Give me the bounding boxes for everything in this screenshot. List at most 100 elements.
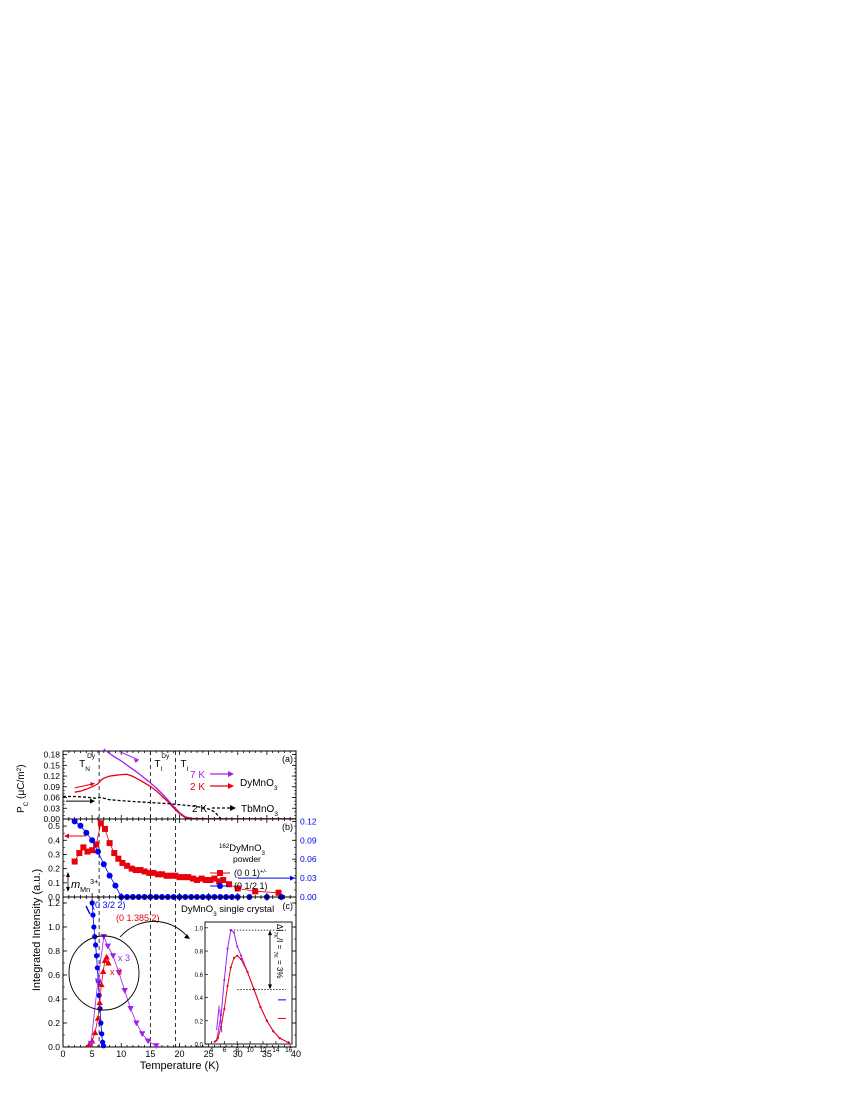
legend-b-marker-2 [217,883,223,889]
arrow-tb-head [90,798,96,804]
data-point [144,1038,152,1045]
y-tick-label: 0.03 [43,803,60,813]
series-label-01385: (0 1.385 2) [116,913,160,923]
legend-tbmno3-part: TbMnO [241,804,275,815]
panel-label: (c) [283,901,294,911]
legend-b-label-1-part: (0 0 1) [234,868,260,878]
inset-data-point [213,1040,216,1043]
panel-b: 0.0 0.1 0.2 0.3 0.4 0.5 0.00 0.03 0.06 0.09 0.12 (b… [48,816,317,902]
legend-b-label-1-part: +/- [260,869,267,875]
y-tick-label: 0.2 [48,1018,60,1028]
data-point [132,867,139,874]
y-tick-label: 0.8 [48,946,60,956]
data-point [216,878,223,885]
moment-label: mMn3+ [71,878,98,894]
data-point [80,844,87,851]
inset-delta-label-part: 7K [272,932,278,939]
data-point [96,999,103,1006]
annotation-title-c-part: DyMnO [181,904,213,915]
right-axis-arrow-head [290,875,295,881]
legend-dymno3-part: DyMnO [240,778,274,789]
inset-data-point [223,1008,226,1011]
inset-delta-label: ΔI7K/I = 7K = 3% [272,924,284,979]
legend-2k-tb: 2 K [192,804,207,815]
x-axis-label: Temperature (K) [140,1060,219,1072]
data-point [137,867,144,874]
y-tick-label: 0.00 [43,814,60,824]
annotation-title-c-part: 3 [213,911,217,918]
data-point [105,959,112,966]
inset-x-tick-label: 8 [235,1047,239,1054]
y-tick-label: 0.4 [48,994,60,1004]
y-axis-label-a-part: ) [16,764,27,767]
transition-label-ti-part: I [187,766,189,773]
transition-label-ti-dy: TI [154,759,162,773]
data-point [97,820,104,827]
transition-label-tn-part: T [79,759,85,770]
data-point [71,858,78,865]
y-axis-label-a: PC (μC/m2) [16,764,30,813]
y-tick-label: 0.5 [48,821,60,831]
arrow-2k-head [90,782,96,787]
moment-label-part: m [71,879,80,891]
series-label-032: (0 3/2 2) [92,900,126,910]
moment-label-part: 3+ [90,878,98,886]
data-point [100,1043,107,1049]
data-point [252,888,259,895]
data-point [101,825,108,832]
inset-delta-label-part: 7K [272,952,278,959]
x-tick-label: 10 [116,1049,126,1059]
data-point [94,965,100,971]
arrow-7k-head [133,758,139,763]
data-point [234,885,241,892]
data-point [193,876,200,883]
legend-2k: 2 K [190,782,205,793]
y-tick-label: 0.3 [48,849,60,859]
transition-label-ti-dy-part: I [160,766,162,773]
multiplier-purple: x 3 [118,953,130,963]
transition-label-ti: TI [180,759,188,773]
data-point [189,875,196,882]
data-point [71,818,78,825]
inset-x-tick-label: 12 [259,1047,267,1054]
data-point [77,822,84,829]
inset-series-line-2 [214,955,290,1044]
inset-data-point [232,956,236,960]
y-right-tick-label: 0.09 [300,835,317,845]
zoom-connector-head [184,934,190,939]
annotation-title-b-part: 3 [261,850,265,857]
legend-b-marker-1 [217,870,223,876]
inset-data-point [246,970,249,974]
y-tick-label: 0.06 [43,793,60,803]
y-tick-label: 0.4 [48,835,60,845]
inset-data-point [239,958,243,961]
inset-data-point [229,966,232,969]
transition-label-ti-dy-sup: Dy [161,753,170,760]
data-point [124,862,131,869]
moment-arrow-heads [66,872,70,892]
legend-dymno3: DyMnO3 [240,778,278,792]
left-axis-arrow-head [64,833,69,839]
data-point [154,871,161,878]
data-point [104,943,112,950]
inset-delta-label-part: /I = [275,938,284,952]
inset-x-tick-label: 14 [272,1047,280,1054]
y-axis-label-a-part: C [23,801,30,806]
data-point [89,847,96,854]
panel-label: (a) [282,754,293,764]
data-point [93,942,99,948]
annotation-title-b-part: DyMnO [229,843,261,854]
series-line-2 [74,773,296,820]
data-point [275,889,282,896]
annotation-title-c-part: single crystal [217,904,275,915]
data-point [146,869,153,876]
inset-arrow-purple [216,1005,220,1031]
transition-label-tn-part: N [85,766,90,773]
data-point [202,876,209,883]
data-point [90,912,96,918]
y-tick-label: 0.15 [43,760,60,770]
data-point [159,871,166,878]
inset-y-tick-label: 0.8 [195,950,204,956]
inset-delta-label-part: ΔI [275,924,284,932]
data-point [150,869,157,876]
